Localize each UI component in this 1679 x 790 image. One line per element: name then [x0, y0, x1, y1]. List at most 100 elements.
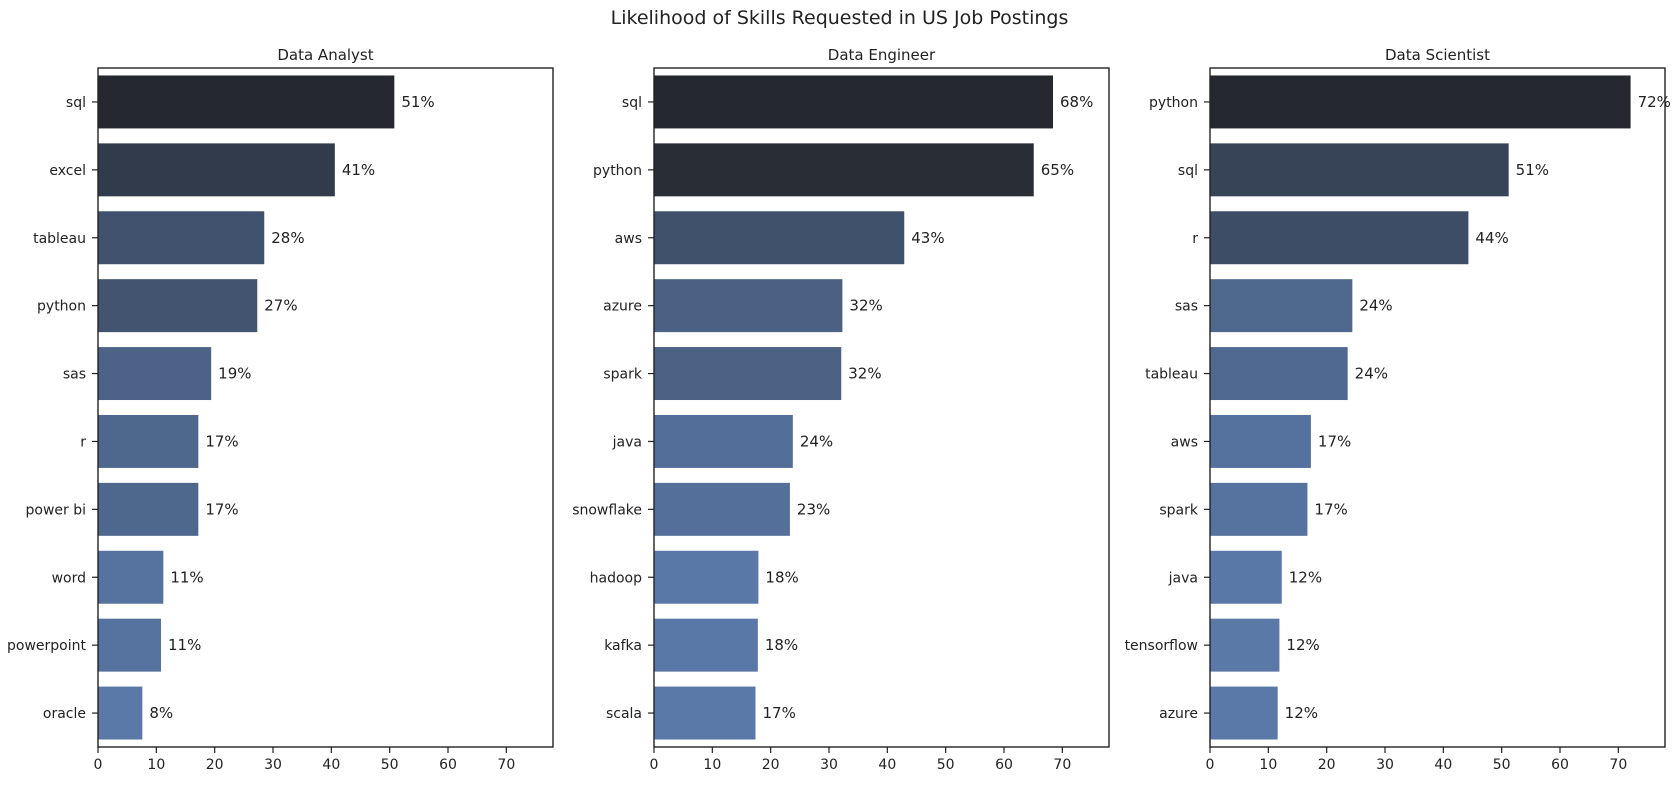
data-label: 23% — [797, 500, 830, 518]
y-tick-label: tableau — [1145, 367, 1198, 383]
x-tick-label: 0 — [650, 757, 659, 773]
x-tick-label: 60 — [995, 757, 1013, 773]
y-tick-label: tensorflow — [1125, 638, 1198, 654]
y-tick-label: spark — [603, 367, 643, 383]
data-label: 17% — [763, 704, 796, 722]
bar — [1210, 279, 1353, 333]
data-label: 44% — [1475, 229, 1508, 247]
x-tick-label: 0 — [1206, 757, 1215, 773]
y-tick-label: azure — [1159, 706, 1198, 722]
x-tick-label: 30 — [820, 757, 838, 773]
y-tick-label: java — [612, 434, 642, 450]
x-tick-label: 10 — [703, 757, 721, 773]
bar — [1210, 618, 1280, 672]
data-label: 24% — [1359, 297, 1392, 315]
y-tick-label: sas — [63, 367, 86, 383]
bar — [98, 279, 258, 333]
panel-2: Data Scientist python 72% sql 51% r 44% sas 24% t… — [1125, 46, 1671, 773]
bar — [98, 482, 199, 536]
y-tick-label: aws — [1171, 434, 1198, 450]
data-label: 68% — [1060, 93, 1093, 111]
y-tick-label: sql — [1178, 163, 1198, 179]
data-label: 51% — [1516, 161, 1549, 179]
x-tick-label: 40 — [322, 757, 340, 773]
y-tick-label: sql — [622, 95, 642, 111]
x-tick-label: 50 — [1493, 757, 1511, 773]
y-tick-label: powerpoint — [7, 638, 86, 654]
bar — [654, 550, 759, 604]
x-tick-label: 10 — [1259, 757, 1277, 773]
y-tick-label: tableau — [33, 231, 86, 247]
x-tick-label: 30 — [1376, 757, 1394, 773]
data-label: 18% — [765, 636, 798, 654]
data-label: 11% — [168, 636, 201, 654]
y-tick-label: snowflake — [572, 502, 642, 518]
bar — [1210, 550, 1282, 604]
panel-0: Data Analyst sql 51% excel 41% tableau 28% pyth… — [7, 46, 554, 773]
bar — [1210, 482, 1308, 536]
bar — [1210, 75, 1631, 129]
y-tick-label: sql — [66, 95, 86, 111]
subplot-title: Data Analyst — [277, 46, 373, 64]
data-label: 8% — [149, 704, 173, 722]
data-label: 32% — [849, 297, 882, 315]
y-tick-label: scala — [606, 706, 642, 722]
x-tick-label: 70 — [1609, 757, 1627, 773]
data-label: 32% — [848, 365, 881, 383]
data-label: 17% — [1314, 500, 1347, 518]
y-tick-label: word — [52, 570, 86, 586]
data-label: 28% — [271, 229, 304, 247]
x-tick-label: 70 — [497, 757, 515, 773]
x-tick-label: 60 — [439, 757, 457, 773]
bar — [98, 347, 212, 401]
y-tick-label: oracle — [43, 706, 86, 722]
x-tick-label: 30 — [264, 757, 282, 773]
bar — [1210, 414, 1311, 468]
bar — [654, 618, 758, 672]
bar — [98, 414, 199, 468]
data-label: 19% — [218, 365, 251, 383]
data-label: 24% — [1355, 365, 1388, 383]
y-tick-label: r — [80, 434, 86, 450]
data-label: 18% — [765, 568, 798, 586]
y-tick-label: python — [593, 163, 642, 179]
figure-title: Likelihood of Skills Requested in US Job… — [611, 7, 1069, 29]
bar — [98, 211, 265, 265]
bar — [98, 550, 164, 604]
data-label: 12% — [1285, 704, 1318, 722]
data-label: 11% — [170, 568, 203, 586]
y-tick-label: hadoop — [590, 570, 642, 586]
x-tick-label: 10 — [147, 757, 165, 773]
subplot-title: Data Scientist — [1385, 46, 1490, 64]
x-tick-label: 0 — [94, 757, 103, 773]
y-tick-label: spark — [1159, 502, 1199, 518]
bar — [654, 75, 1053, 129]
y-tick-label: python — [1149, 95, 1198, 111]
plot-frame — [97, 67, 554, 748]
bar — [654, 414, 793, 468]
data-label: 17% — [1318, 432, 1351, 450]
panel-1: Data Engineer sql 68% python 65% aws 43% azure 3… — [572, 46, 1110, 773]
x-tick-label: 20 — [762, 757, 780, 773]
bar — [98, 143, 335, 197]
bar — [1210, 347, 1348, 401]
y-tick-label: power bi — [26, 502, 87, 518]
x-tick-label: 60 — [1551, 757, 1569, 773]
data-label: 12% — [1289, 568, 1322, 586]
data-label: 65% — [1041, 161, 1074, 179]
bar — [98, 618, 161, 672]
data-label: 27% — [264, 297, 297, 315]
bar — [654, 347, 842, 401]
bar — [654, 686, 756, 740]
data-label: 17% — [205, 500, 238, 518]
bar — [654, 211, 905, 265]
x-tick-label: 50 — [937, 757, 955, 773]
data-label: 24% — [800, 432, 833, 450]
data-label: 17% — [205, 432, 238, 450]
bar — [98, 686, 143, 740]
y-tick-label: aws — [615, 231, 642, 247]
y-tick-label: azure — [603, 299, 642, 315]
bar — [1210, 686, 1278, 740]
